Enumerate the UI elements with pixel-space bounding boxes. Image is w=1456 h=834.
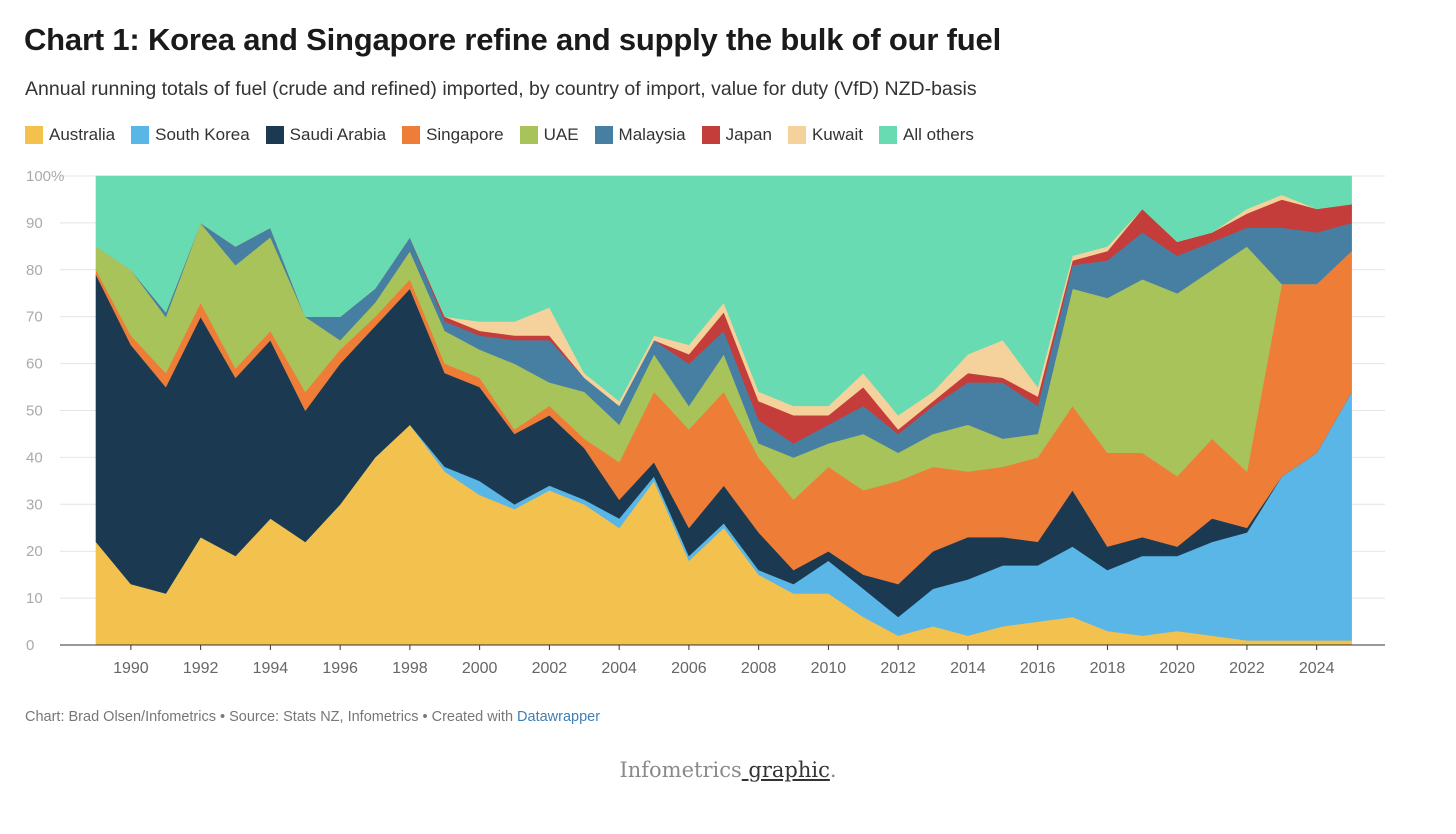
y-tick-label: 20	[26, 543, 43, 560]
legend: Australia South Korea Saudi Arabia Singapor…	[25, 124, 990, 146]
legend-swatch	[25, 126, 43, 144]
legend-swatch	[131, 126, 150, 144]
chart-title: Chart 1: Korea and Singapore refine and …	[24, 22, 1001, 57]
y-tick-label: 90	[26, 215, 43, 232]
y-tick-label: 60	[26, 356, 43, 373]
y-tick-label: 50	[26, 403, 43, 420]
legend-item-japan: Japan	[701, 125, 772, 145]
legend-swatch	[519, 126, 538, 144]
x-tick-label: 2002	[532, 660, 568, 677]
area-all-others	[95, 175, 1352, 416]
image-caption: Infometrics graphic.	[0, 758, 1456, 782]
stacked-area-chart: 0 10 20 30 40 50 60 70 80 90 100% 1990 1992 1994 1996 1…	[26, 168, 1385, 677]
x-tick-label: 1990	[113, 660, 149, 677]
legend-swatch	[787, 126, 806, 144]
legend-item-australia: Australia	[25, 125, 115, 145]
x-tick-label: 2010	[811, 660, 847, 677]
legend-label: Malaysia	[618, 125, 686, 144]
legend-label: South Korea	[155, 125, 250, 144]
y-tick-label: 100%	[26, 168, 64, 185]
y-tick-label: 10	[26, 590, 43, 607]
x-tick-label: 2000	[462, 660, 498, 677]
x-tick-label: 2024	[1299, 660, 1335, 677]
legend-item-malaysia: Malaysia	[594, 125, 686, 145]
graphic-link[interactable]: graphic	[741, 758, 830, 782]
legend-label: Saudi Arabia	[289, 125, 387, 144]
legend-label: Kuwait	[811, 125, 863, 144]
x-tick-label: 2022	[1229, 660, 1265, 677]
legend-swatch	[265, 126, 284, 144]
datawrapper-link[interactable]: Datawrapper	[517, 709, 601, 725]
legend-item-south-korea: South Korea	[131, 125, 250, 145]
x-tick-label: 1992	[183, 660, 219, 677]
footer-credit: Chart: Brad Olsen/Infometrics • Source: …	[25, 709, 518, 725]
x-tick-label: 2016	[1020, 660, 1056, 677]
legend-swatch	[701, 126, 720, 144]
y-tick-label: 30	[26, 496, 43, 513]
legend-item-singapore: Singapore	[402, 125, 504, 145]
legend-swatch	[594, 126, 613, 144]
x-tick-label: 2018	[1090, 660, 1126, 677]
legend-item-uae: UAE	[519, 125, 579, 145]
y-tick-label: 40	[26, 449, 43, 466]
chart-footer: Chart: Brad Olsen/Infometrics • Source: …	[25, 709, 600, 725]
x-tick-label: 2012	[880, 660, 916, 677]
legend-item-kuwait: Kuwait	[787, 125, 863, 145]
caption-period: .	[829, 758, 837, 782]
legend-label: Australia	[49, 125, 116, 144]
legend-label: Singapore	[426, 125, 504, 144]
y-tick-label: 70	[26, 309, 43, 326]
x-tick-label: 1998	[392, 660, 428, 677]
x-tick-label: 2014	[950, 660, 986, 677]
legend-item-saudi-arabia: Saudi Arabia	[265, 125, 387, 145]
caption-text: Infometrics	[619, 758, 742, 782]
x-tick-label: 2004	[601, 660, 637, 677]
x-tick-label: 2020	[1159, 660, 1195, 677]
y-tick-label: 0	[26, 637, 34, 654]
legend-item-all-others: All others	[879, 125, 974, 145]
legend-label: All others	[903, 125, 974, 144]
chart-subtitle: Annual running totals of fuel (crude and…	[25, 78, 977, 100]
x-tick-label: 1994	[253, 660, 289, 677]
x-tick-label: 2008	[741, 660, 777, 677]
x-tick-label: 2006	[671, 660, 707, 677]
legend-swatch	[402, 126, 421, 144]
y-tick-label: 80	[26, 262, 43, 279]
legend-swatch	[879, 126, 897, 144]
x-tick-label: 1996	[322, 660, 358, 677]
legend-label: UAE	[543, 125, 579, 144]
legend-label: Japan	[725, 125, 772, 144]
